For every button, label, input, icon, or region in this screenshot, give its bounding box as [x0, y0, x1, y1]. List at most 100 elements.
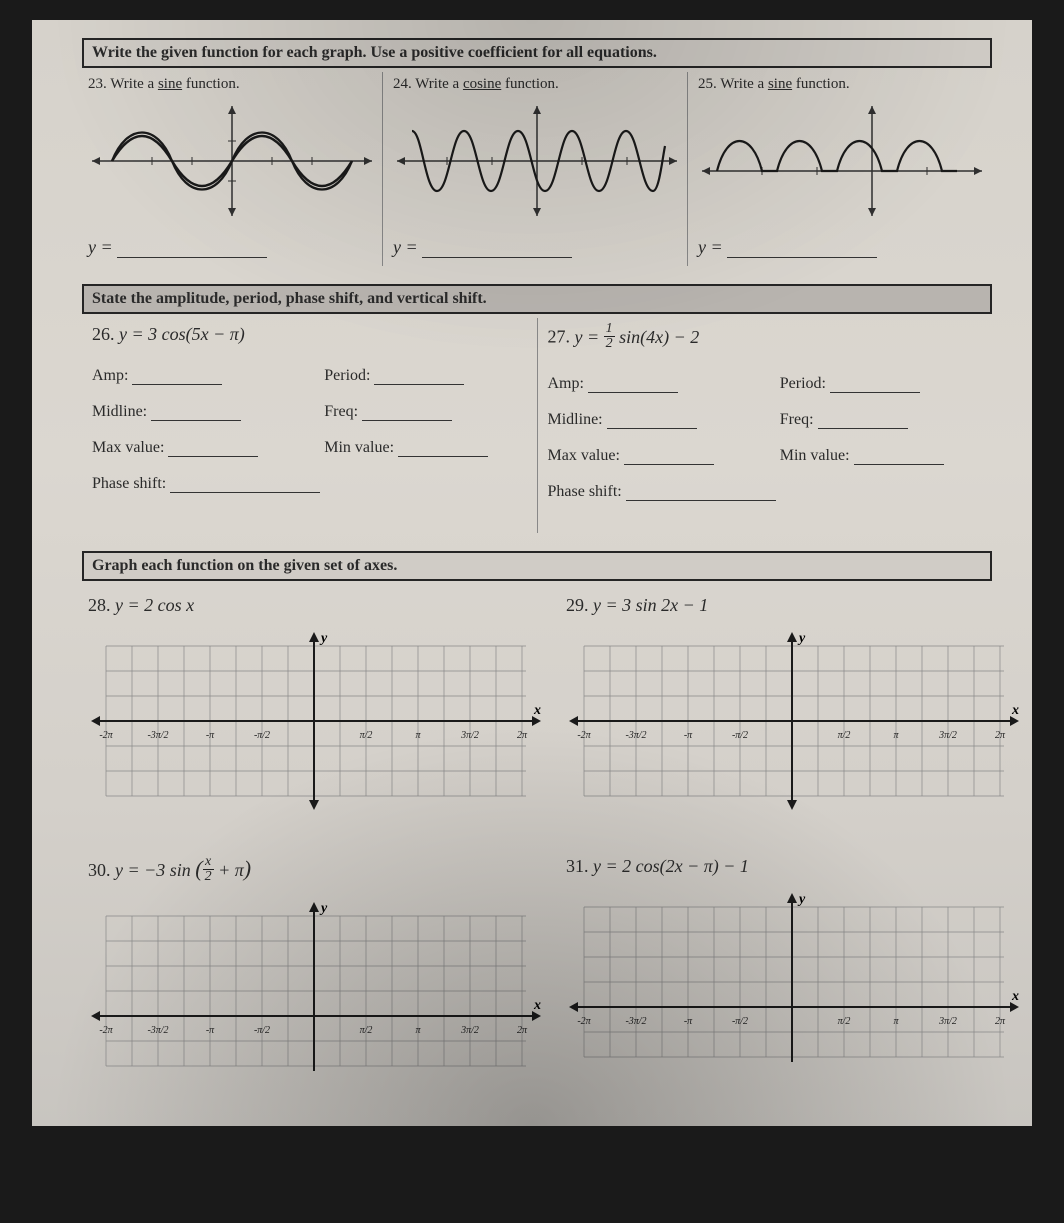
min-label: Min value:: [780, 447, 850, 464]
svg-text:π/2: π/2: [838, 730, 851, 741]
svg-text:x: x: [1011, 989, 1019, 1004]
q25-blank[interactable]: [727, 242, 877, 258]
q26-min-blank[interactable]: [398, 441, 488, 457]
svg-text:-2π: -2π: [577, 1016, 591, 1027]
freq-label: Freq:: [324, 403, 358, 420]
q27-phase-blank[interactable]: [626, 485, 776, 501]
q27-period-blank[interactable]: [830, 377, 920, 393]
q27-eq: 27. y = 12 sin(4x) − 2: [548, 324, 983, 353]
section3-heading: Graph each function on the given set of …: [82, 551, 992, 581]
q31-num: 31.: [566, 856, 589, 876]
midline-label: Midline:: [548, 411, 603, 428]
max-label: Max value:: [548, 447, 620, 464]
q28-num: 28.: [88, 595, 111, 615]
q30-eq: 30. y = −3 sin (x2 + π): [88, 856, 546, 886]
q27-midline-blank[interactable]: [607, 413, 697, 429]
svg-text:π: π: [415, 1025, 421, 1036]
svg-text:-3π/2: -3π/2: [147, 1025, 168, 1036]
q26-num: 26.: [92, 324, 115, 344]
freq-label: Freq:: [780, 411, 814, 428]
svg-text:-π/2: -π/2: [732, 730, 748, 741]
svg-text:2π: 2π: [517, 1025, 528, 1036]
q25-cell: 25. Write a sine function. y =: [692, 72, 992, 266]
svg-text:-π: -π: [684, 1016, 693, 1027]
q31-eq: 31. y = 2 cos(2x − π) − 1: [566, 856, 1024, 877]
svg-text:-2π: -2π: [99, 1025, 113, 1036]
amp-label: Amp:: [92, 367, 128, 384]
q24-blank[interactable]: [422, 242, 572, 258]
q27-post: sin(4x) − 2: [615, 327, 700, 347]
svg-text:2π: 2π: [995, 730, 1006, 741]
q26-row3: Max value: Min value:: [92, 439, 527, 457]
q27-row1: Amp: Period:: [548, 375, 983, 393]
q28-equation: y = 2 cos x: [115, 595, 194, 615]
period-label: Period:: [324, 367, 370, 384]
svg-text:-2π: -2π: [577, 730, 591, 741]
section3-row1: 28. y = 2 cos x: [82, 585, 992, 846]
q27-frac-d: 2: [604, 337, 615, 351]
q29-eq: 29. y = 3 sin 2x − 1: [566, 595, 1024, 616]
q24-post: function.: [501, 76, 559, 92]
svg-text:3π/2: 3π/2: [460, 1025, 479, 1036]
q25-num: 25.: [698, 76, 717, 92]
q27-freq-blank[interactable]: [818, 413, 908, 429]
svg-text:y: y: [319, 631, 328, 646]
q26-equation: y = 3 cos(5x − π): [119, 324, 245, 344]
q30-pre: y = −3 sin: [115, 860, 191, 880]
svg-text:-π: -π: [206, 730, 215, 741]
q31-cell: 31. y = 2 cos(2x − π) − 1: [560, 846, 1028, 1096]
q26-row2: Midline: Freq:: [92, 403, 527, 421]
q26-freq-blank[interactable]: [362, 405, 452, 421]
q27-min-blank[interactable]: [854, 449, 944, 465]
q27-max-blank[interactable]: [624, 449, 714, 465]
section1-row: 23. Write a sine function.: [82, 72, 992, 266]
q26-max-blank[interactable]: [168, 441, 258, 457]
q29-cell: 29. y = 3 sin 2x − 1: [560, 585, 1028, 846]
q26-midline-blank[interactable]: [151, 405, 241, 421]
svg-text:-π: -π: [684, 730, 693, 741]
q24-num: 24.: [393, 76, 412, 92]
graph-25: [702, 101, 982, 221]
amp-label: Amp:: [548, 375, 584, 392]
q31-equation: y = 2 cos(2x − π) − 1: [593, 856, 749, 876]
q27-frac: 12: [604, 322, 615, 351]
q26-row1: Amp: Period:: [92, 367, 527, 385]
section1-heading: Write the given function for each graph.…: [82, 38, 992, 68]
q23-num: 23.: [88, 76, 107, 92]
svg-text:-π/2: -π/2: [254, 1025, 270, 1036]
svg-text:-2π: -2π: [99, 730, 113, 741]
q23-pre: Write a: [110, 76, 158, 92]
svg-text:2π: 2π: [517, 730, 528, 741]
section2-row: 26. y = 3 cos(5x − π) Amp: Period: Midli…: [82, 318, 992, 533]
q27-row4: Phase shift:: [548, 483, 983, 501]
svg-text:x: x: [533, 998, 541, 1013]
q23-cell: 23. Write a sine function.: [82, 72, 383, 266]
q27-row3: Max value: Min value:: [548, 447, 983, 465]
q23-post: function.: [182, 76, 240, 92]
svg-text:-3π/2: -3π/2: [147, 730, 168, 741]
y-eq-label: y =: [393, 237, 418, 257]
svg-text:3π/2: 3π/2: [938, 1016, 957, 1027]
q26-amp-blank[interactable]: [132, 369, 222, 385]
q25-ul: sine: [768, 76, 792, 92]
q26-phase-blank[interactable]: [170, 477, 320, 493]
q25-answer: y =: [698, 237, 986, 258]
svg-text:y: y: [797, 631, 806, 646]
svg-text:π/2: π/2: [838, 1016, 851, 1027]
q30-frac-d: 2: [203, 870, 214, 884]
q29-equation: y = 3 sin 2x − 1: [593, 595, 708, 615]
min-label: Min value:: [324, 439, 394, 456]
q28-eq: 28. y = 2 cos x: [88, 595, 546, 616]
phase-label: Phase shift:: [92, 475, 166, 492]
grid-30: y x -2π-3π/2 -π-π/2 π/2π 3π/22π: [86, 896, 546, 1086]
svg-text:-π: -π: [206, 1025, 215, 1036]
svg-text:-π/2: -π/2: [254, 730, 270, 741]
q23-blank[interactable]: [117, 242, 267, 258]
q27-amp-blank[interactable]: [588, 377, 678, 393]
q26-period-blank[interactable]: [374, 369, 464, 385]
q24-pre: Write a: [415, 76, 463, 92]
midline-label: Midline:: [92, 403, 147, 420]
graph-23: [92, 101, 372, 221]
q24-ul: cosine: [463, 76, 501, 92]
svg-text:-π/2: -π/2: [732, 1016, 748, 1027]
